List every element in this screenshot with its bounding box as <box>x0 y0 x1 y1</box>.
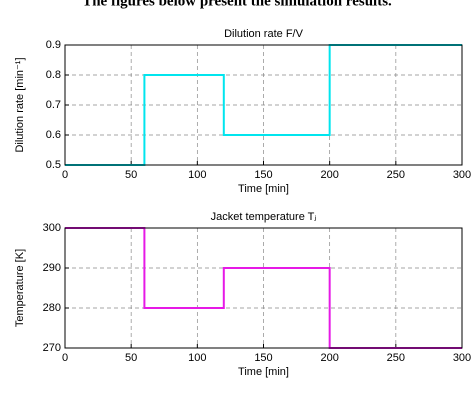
y-tick-label: 0.7 <box>46 99 61 111</box>
x-tick-label: 200 <box>320 169 338 181</box>
y-axis-label: Temperature [K] <box>14 249 26 327</box>
x-axis-label: Time [min] <box>238 366 289 378</box>
chart-title: Dilution rate F/V <box>224 28 304 40</box>
x-tick-label: 0 <box>62 169 68 181</box>
x-tick-label: 100 <box>188 169 206 181</box>
x-tick-label: 200 <box>320 352 338 364</box>
y-tick-label: 270 <box>43 342 61 354</box>
y-tick-label: 0.8 <box>46 69 61 81</box>
data-line <box>65 44 462 166</box>
x-tick-label: 250 <box>387 169 405 181</box>
x-tick-label: 250 <box>387 352 405 364</box>
data-line <box>65 227 462 349</box>
x-tick-label: 150 <box>254 169 272 181</box>
x-tick-label: 0 <box>62 352 68 364</box>
axes-box <box>64 44 463 166</box>
axes-box <box>64 227 463 349</box>
x-tick-label: 150 <box>254 352 272 364</box>
caption: The figures below present the simulation… <box>82 0 392 9</box>
x-tick-label: 300 <box>453 169 471 181</box>
y-tick-label: 0.6 <box>46 129 61 141</box>
x-tick-label: 50 <box>125 169 137 181</box>
y-tick-label: 0.9 <box>46 39 61 51</box>
y-tick-label: 280 <box>43 302 61 314</box>
y-axis-label: Dilution rate [min⁻¹] <box>14 57 26 152</box>
chart-title: Jacket temperature Tⱼ <box>211 211 317 223</box>
x-tick-label: 300 <box>453 352 471 364</box>
y-tick-label: 0.5 <box>46 159 61 171</box>
y-tick-label: 290 <box>43 262 61 274</box>
x-tick-label: 100 <box>188 352 206 364</box>
y-tick-label: 300 <box>43 222 61 234</box>
x-tick-label: 50 <box>125 352 137 364</box>
x-axis-label: Time [min] <box>238 183 289 195</box>
